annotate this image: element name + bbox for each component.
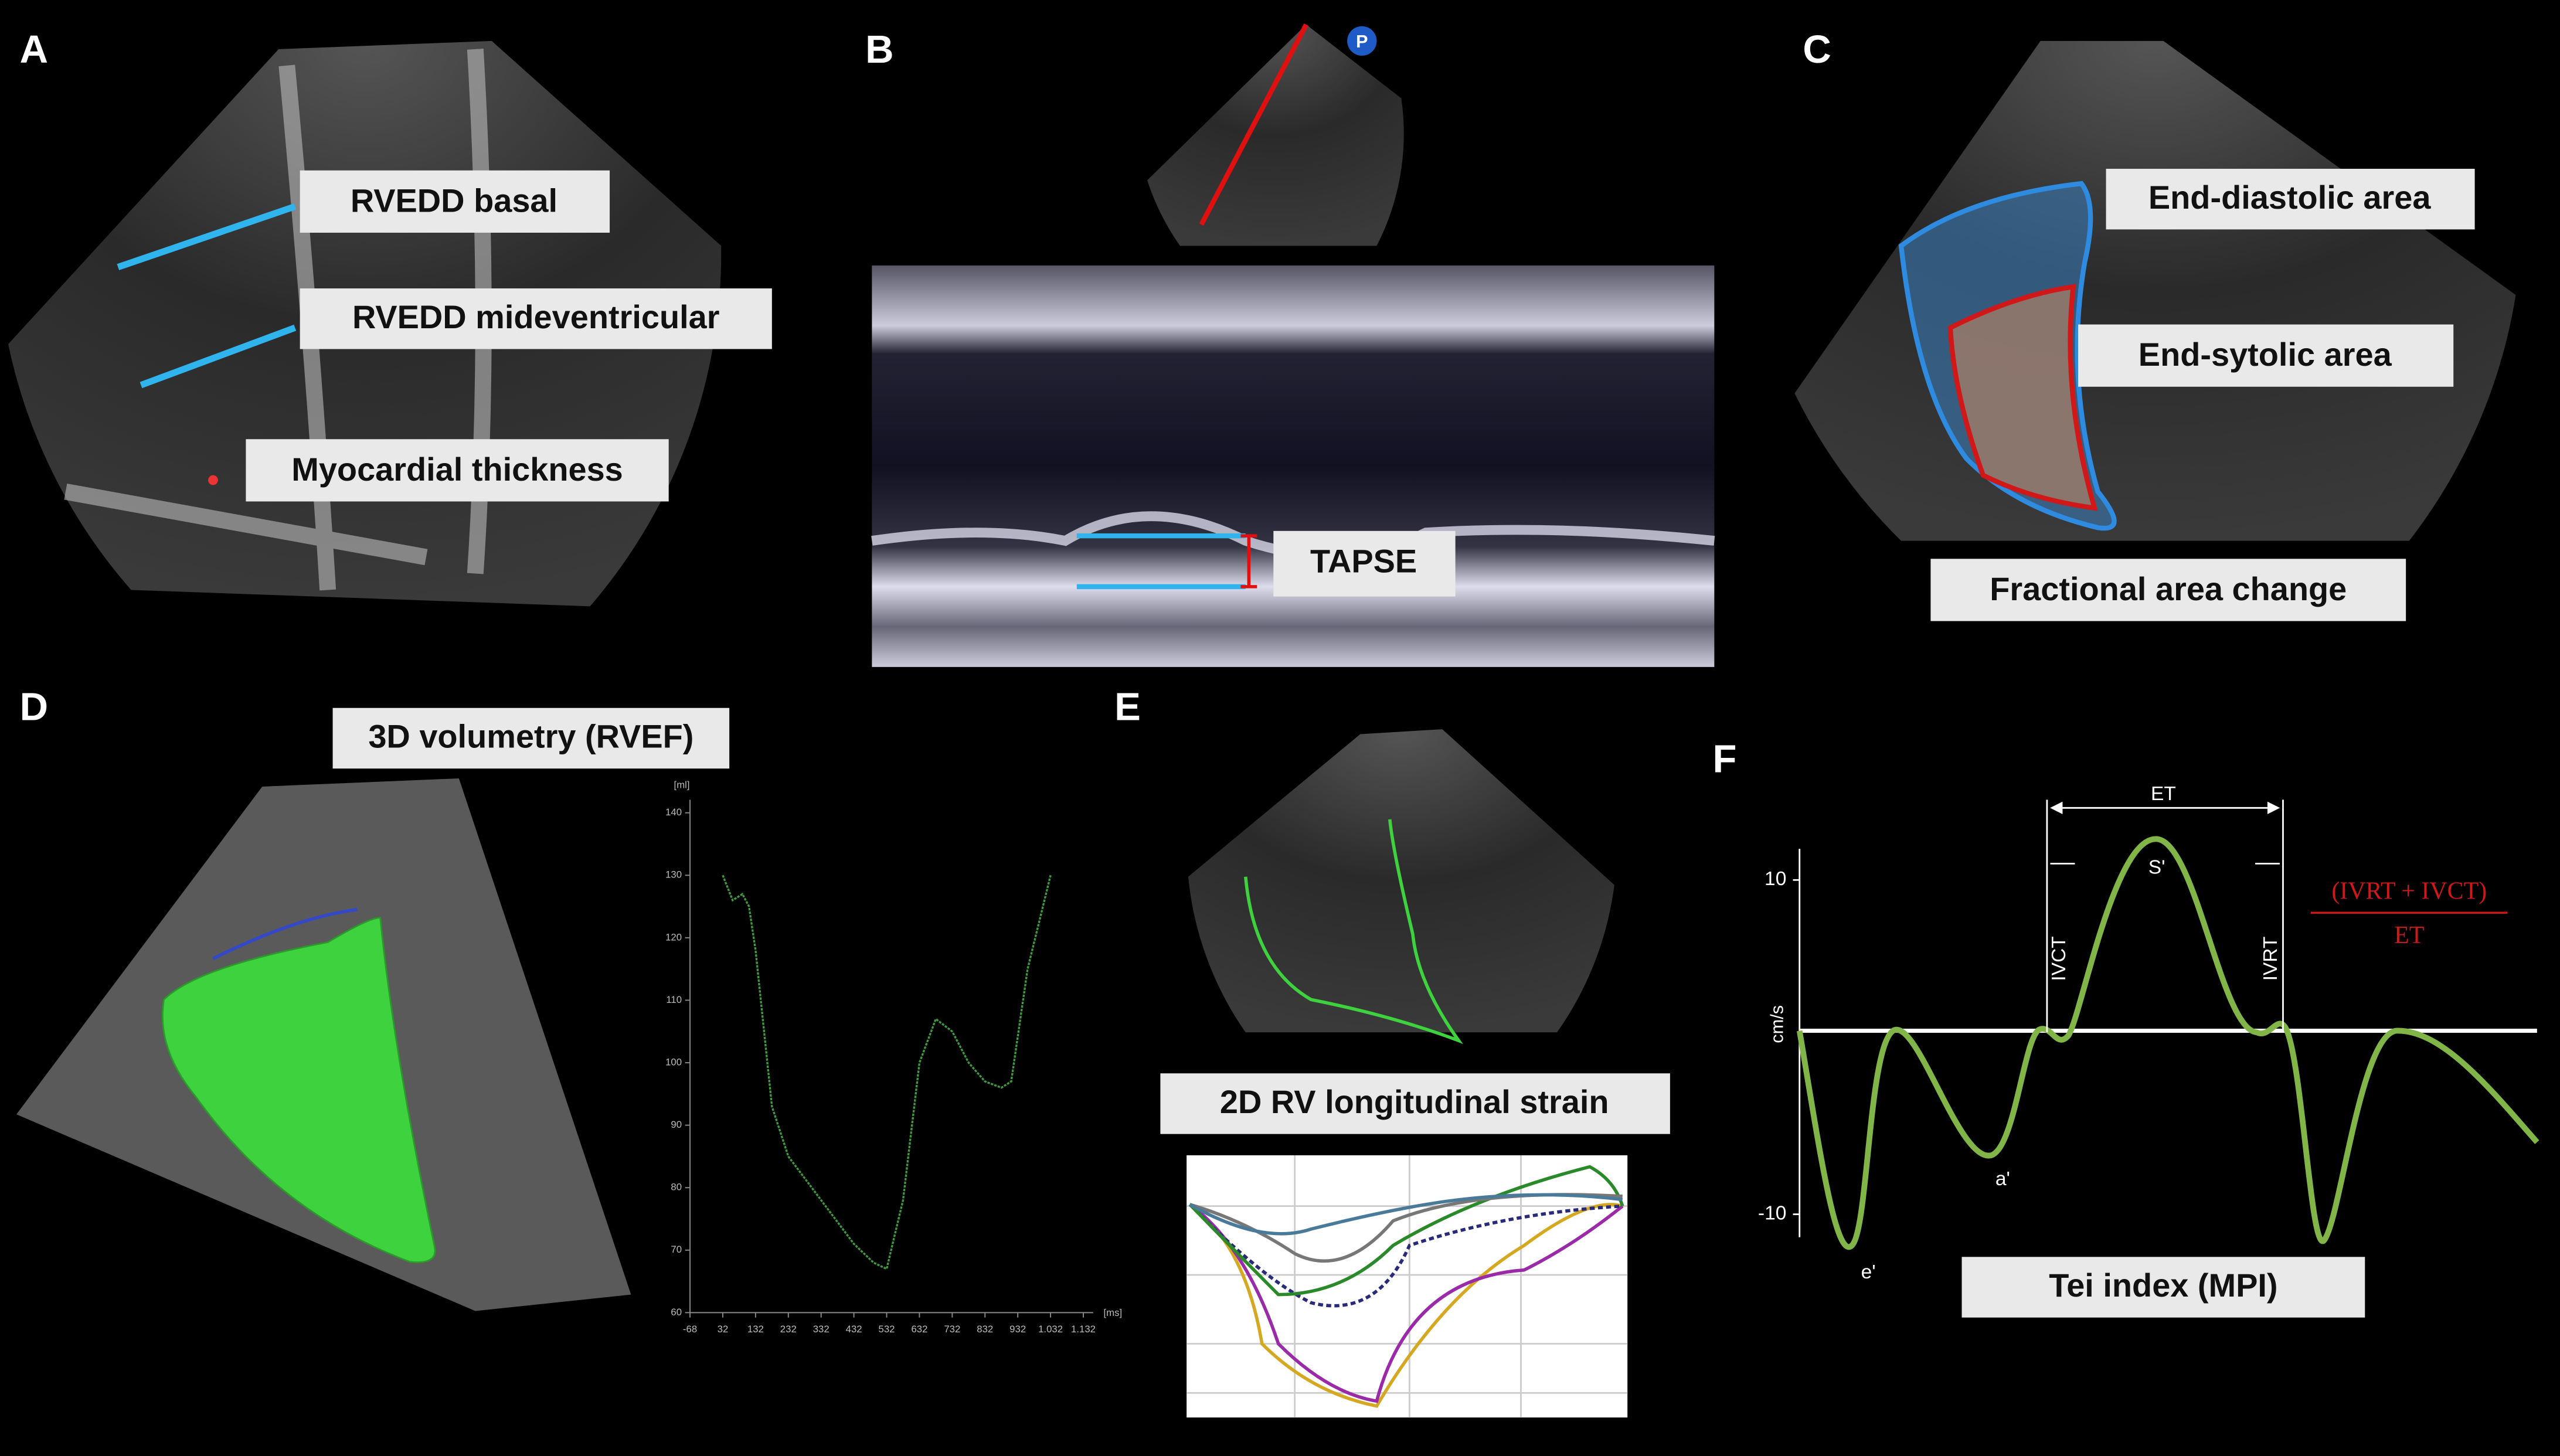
rv-model <box>161 917 436 1263</box>
panel-letter: D <box>20 685 48 729</box>
panel-letter: F <box>1713 737 1737 781</box>
x-tick-label: 132 <box>747 1324 764 1335</box>
measure-bar <box>1240 534 1257 588</box>
strain-chart <box>1186 1155 1628 1418</box>
label: RVEDD mideventricular <box>352 298 720 335</box>
y-tick-label: 60 <box>671 1307 682 1318</box>
label-box <box>1930 559 2406 621</box>
x-tick-label: 732 <box>944 1324 960 1335</box>
label: End-diastolic area <box>2148 179 2431 216</box>
x-tick-label: 32 <box>718 1324 729 1335</box>
y-tick-label: -10 <box>1758 1202 1786 1224</box>
panel-letter: B <box>865 28 893 72</box>
formula-denominator: ET <box>2394 922 2424 949</box>
label-box <box>1961 1257 2365 1318</box>
panel-letter: E <box>1114 685 1141 729</box>
strain-grid <box>1186 1155 1628 1418</box>
y-tick-label: 90 <box>671 1119 682 1130</box>
x-tick-label: -68 <box>683 1324 697 1335</box>
icon <box>1347 26 1377 56</box>
icon-glyph: P <box>1356 31 1368 52</box>
measure-line <box>140 324 297 389</box>
label-box <box>246 439 669 502</box>
x-tick-label: 532 <box>879 1324 895 1335</box>
cursor-line <box>1199 23 1308 226</box>
marker <box>208 475 218 485</box>
y-tick-label: 10 <box>1765 868 1786 890</box>
x-tick-label: 832 <box>977 1324 993 1335</box>
valve-ring <box>212 907 358 960</box>
y-tick-label: 100 <box>665 1056 682 1067</box>
strain-trace <box>1244 819 1463 1045</box>
label: Fractional area change <box>1990 570 2347 607</box>
volume-curve <box>722 875 1052 1271</box>
annotation: a' <box>1995 1168 2010 1190</box>
velocity-curve <box>1796 836 2539 1250</box>
volume-chart: 60 70 80 90 100 110 120 130 140 -68 32 132 232 332 432… <box>665 780 1122 1335</box>
annotation: ET <box>2151 783 2176 805</box>
y-tick-label: 70 <box>671 1244 682 1255</box>
x-axis-label: [ms] <box>1104 1307 1123 1318</box>
annotation: IVCT <box>2048 936 2070 981</box>
label-box <box>2106 168 2475 230</box>
label-box <box>1273 530 1456 597</box>
x-tick-label: 1.032 <box>1038 1324 1063 1335</box>
formula-numerator: (IVRT + IVCT) <box>2331 877 2487 904</box>
label: End-sytolic area <box>2139 336 2392 373</box>
annotation: e' <box>1861 1261 1876 1283</box>
label-box <box>300 170 610 233</box>
label: Tei index (MPI) <box>2049 1267 2277 1304</box>
m-mode-image <box>872 265 1715 667</box>
tissue <box>871 511 1715 560</box>
area-outline <box>1947 284 2098 511</box>
guide-line <box>2046 800 2284 1033</box>
y-axis-label: [ml] <box>674 780 690 791</box>
annotation: IVRT <box>2260 937 2282 981</box>
label: TAPSE <box>1310 542 1417 579</box>
panel-letter: A <box>20 28 48 72</box>
label-box <box>332 707 730 769</box>
y-tick-label: 80 <box>671 1182 682 1193</box>
y-axis-label: cm/s <box>1767 1005 1787 1043</box>
x-tick-label: 432 <box>846 1324 862 1335</box>
label-box <box>1160 1073 1670 1134</box>
label: 3D volumetry (RVEF) <box>368 718 693 755</box>
x-tick-label: 932 <box>1009 1324 1026 1335</box>
measure-line <box>117 203 297 270</box>
label: RVEDD basal <box>351 182 557 219</box>
et-arrow <box>2050 801 2280 814</box>
y-tick-label: 120 <box>665 931 682 943</box>
y-tick-label: 140 <box>665 807 682 818</box>
label-box <box>2078 324 2454 387</box>
x-tick-label: 332 <box>813 1324 829 1335</box>
label-box <box>300 288 772 349</box>
x-tick-label: 1.132 <box>1071 1324 1096 1335</box>
label: Myocardial thickness <box>291 451 623 488</box>
y-tick-label: 110 <box>666 994 682 1005</box>
y-tick-label: 130 <box>665 869 682 880</box>
echo-image <box>1147 24 1404 246</box>
x-tick-label: 632 <box>911 1324 927 1335</box>
label: 2D RV longitudinal strain <box>1220 1083 1609 1120</box>
annotation: S' <box>2148 857 2165 879</box>
x-tick-label: 232 <box>780 1324 797 1335</box>
panel-letter: C <box>1803 28 1831 72</box>
strain-curves <box>1188 1165 1624 1408</box>
